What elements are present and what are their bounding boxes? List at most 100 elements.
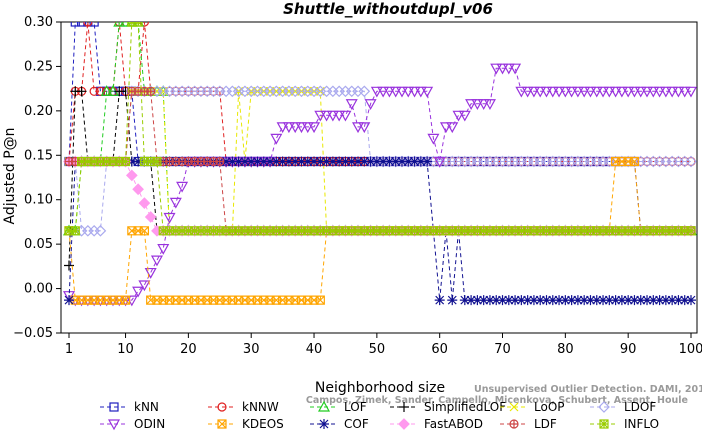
legend-label: FastABOD [424, 417, 483, 431]
data-point [615, 86, 628, 98]
data-point [472, 295, 483, 306]
y-tick-label: 0.10 [24, 193, 53, 208]
legend-label: SimplifiedLOF [424, 400, 506, 414]
legend-marker [399, 402, 409, 412]
y-tick-label: −0.05 [13, 326, 53, 341]
legend-label: LoOP [534, 400, 565, 414]
legend-item: FastABOD [390, 417, 483, 431]
data-point [666, 86, 679, 98]
data-point [584, 86, 597, 98]
data-point [642, 295, 653, 306]
data-point [672, 86, 685, 98]
data-point [157, 243, 170, 255]
data-point [408, 86, 421, 98]
legend-label: kNNW [242, 400, 279, 414]
data-point [527, 86, 540, 98]
data-point [622, 86, 635, 98]
data-point [227, 156, 238, 167]
x-tick-label: 80 [557, 342, 574, 357]
data-point [150, 255, 163, 267]
data-point [504, 156, 514, 167]
legend-label: ODIN [134, 417, 165, 431]
data-point [503, 295, 514, 306]
data-point [590, 86, 603, 98]
data-point [233, 156, 244, 167]
data-point [339, 110, 352, 122]
legend-item: LoOP [500, 400, 565, 414]
data-point [359, 156, 370, 167]
x-tick-label: 40 [306, 342, 323, 357]
legend-item: SimplifiedLOF [390, 400, 506, 414]
data-point [510, 295, 521, 306]
legend-item: LDF [500, 417, 557, 431]
data-point [634, 86, 647, 98]
data-point [547, 295, 558, 306]
data-point [654, 295, 665, 306]
data-point [402, 86, 415, 98]
data-point [396, 156, 407, 167]
data-point [176, 181, 189, 193]
data-point [271, 156, 282, 167]
legend-item: kNNW [208, 400, 279, 414]
y-axis-label: Adjusted P@n [2, 127, 18, 224]
watermark-line1: Unsupervised Outlier Detection. DAMI, 20… [474, 384, 702, 395]
data-point [301, 122, 314, 134]
data-point [447, 156, 457, 167]
data-point [119, 22, 132, 27]
data-point [283, 156, 294, 167]
data-point [414, 86, 427, 98]
data-point [315, 156, 326, 167]
legend-item: ODIN [100, 417, 165, 431]
data-point [647, 86, 660, 98]
data-point [653, 86, 666, 98]
y-tick-label: 0.25 [24, 59, 53, 74]
data-point [403, 156, 414, 167]
series-line [68, 90, 691, 266]
data-point [597, 86, 610, 98]
data-point [83, 22, 93, 27]
data-point [258, 156, 269, 167]
legend-item: kNN [100, 400, 159, 414]
x-tick-label: 60 [431, 342, 448, 357]
data-point [120, 295, 131, 305]
data-point [497, 295, 508, 306]
legend-label: INFLO [624, 417, 659, 431]
series-line [69, 22, 691, 232]
data-point [433, 156, 446, 168]
data-point [296, 156, 307, 167]
legend-item: LDOF [590, 400, 656, 414]
legend-item: LOF [310, 400, 367, 414]
data-point [648, 295, 659, 306]
legend-label: COF [344, 417, 369, 431]
data-point [603, 86, 616, 98]
data-point [270, 133, 283, 145]
data-point [447, 295, 458, 306]
data-point [427, 133, 440, 145]
data-point [491, 295, 502, 306]
data-point [139, 22, 149, 27]
data-point [76, 22, 87, 27]
x-tick-label: 70 [494, 342, 511, 357]
data-point [321, 156, 332, 167]
data-point [635, 295, 646, 306]
y-tick-label: 0.15 [24, 148, 53, 163]
data-point [465, 99, 478, 110]
watermark-line2: Campos, Zimek, Sander, Campello, Micenko… [306, 395, 688, 406]
data-point [604, 295, 615, 306]
y-tick-label: 0.00 [24, 282, 53, 297]
data-point [327, 156, 338, 167]
data-point [113, 22, 126, 27]
data-point [100, 85, 113, 96]
data-point [384, 156, 395, 167]
data-point [422, 156, 433, 167]
data-point [660, 295, 671, 306]
data-point [679, 295, 690, 306]
data-point [120, 156, 131, 167]
data-point [139, 226, 149, 236]
data-point [239, 156, 250, 167]
data-point [409, 156, 420, 167]
data-point [521, 86, 534, 98]
data-point [76, 86, 87, 97]
legend-item: KDEOS [208, 417, 284, 431]
